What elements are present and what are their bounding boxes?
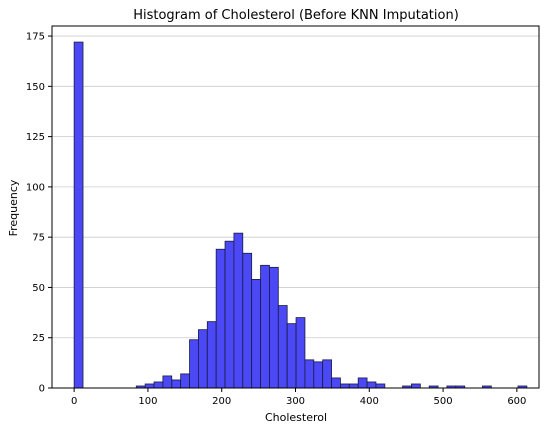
histogram-bar	[366, 381, 377, 389]
x-tick-label: 600	[507, 396, 526, 407]
y-axis-label: Frequency	[7, 179, 20, 236]
histogram-bar	[198, 329, 208, 389]
x-axis-label: Cholesterol	[265, 411, 327, 424]
histogram-bar	[180, 373, 190, 389]
histogram-bar	[322, 359, 332, 389]
histogram-bar	[357, 377, 368, 389]
histogram-bar	[375, 383, 386, 389]
histogram-bar	[295, 317, 306, 389]
x-tick-label: 100	[138, 396, 157, 407]
x-tick-label: 0	[71, 396, 77, 407]
y-tick-label: 50	[32, 283, 45, 294]
y-gridlines	[52, 35, 539, 339]
y-tick-label: 75	[32, 233, 45, 244]
bars	[73, 41, 528, 389]
x-tick-label: 400	[360, 396, 379, 407]
y-tick-label: 25	[32, 333, 45, 344]
histogram-bar	[269, 266, 279, 389]
histogram-bar	[153, 381, 164, 389]
y-tick-label: 100	[26, 182, 45, 193]
histogram-bar	[144, 383, 155, 389]
histogram-bar	[162, 375, 173, 389]
y-tick-label: 150	[26, 82, 45, 93]
chart-title: Histogram of Cholesterol (Before KNN Imp…	[133, 8, 459, 23]
histogram-bar	[286, 323, 297, 389]
histogram-bar	[313, 361, 324, 389]
histogram-bar	[224, 240, 235, 389]
histogram-bar	[331, 377, 341, 389]
x-tick-label: 500	[434, 396, 453, 407]
y-tick-label: 175	[26, 32, 45, 43]
y-tick-label: 125	[26, 132, 45, 143]
y-tick-label: 0	[39, 384, 45, 395]
histogram-bar	[233, 232, 244, 389]
histogram-bar	[206, 321, 217, 389]
histogram-bar	[277, 305, 288, 389]
histogram-bar	[260, 264, 270, 389]
histogram-bar	[73, 41, 84, 389]
histogram-bar	[215, 248, 226, 389]
x-tick-label: 300	[286, 396, 305, 407]
histogram-bar	[171, 379, 182, 389]
x-axis: 0 100 200 300 400 500 600	[71, 388, 526, 407]
histogram-bar	[348, 383, 359, 389]
histogram-bar	[304, 359, 315, 389]
y-axis: 0 25 50 75 100 125 150 175	[26, 32, 52, 395]
histogram-bar	[242, 252, 253, 389]
histogram-bar	[340, 383, 350, 389]
histogram-bar	[189, 339, 199, 389]
histogram-bar	[411, 383, 421, 389]
x-tick-label: 200	[212, 396, 231, 407]
histogram-bar	[251, 278, 261, 389]
